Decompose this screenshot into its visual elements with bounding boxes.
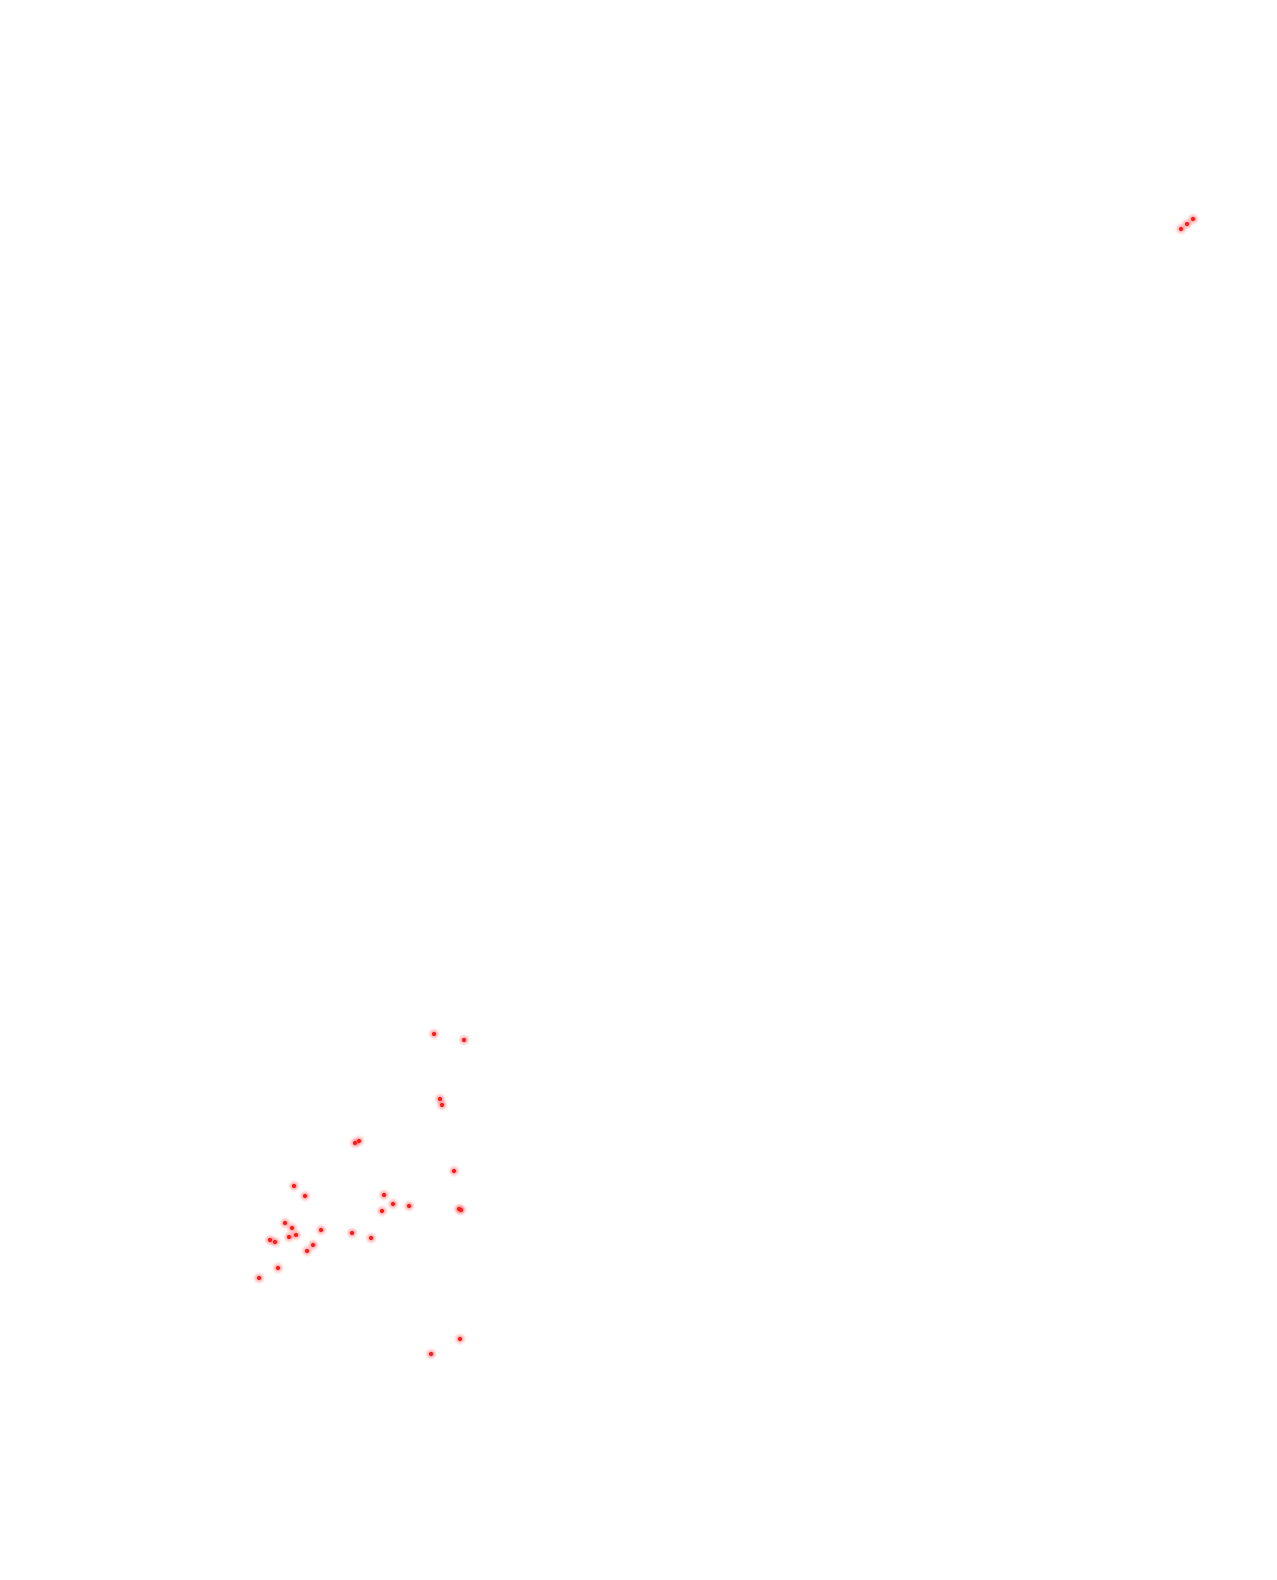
scatter-point-marker	[368, 1235, 374, 1241]
scatter-point-marker	[291, 1183, 297, 1189]
scatter-point	[284, 1232, 294, 1242]
scatter-point-marker	[286, 1234, 292, 1240]
scatter-point-marker	[282, 1220, 288, 1226]
scatter-point-marker	[256, 1275, 262, 1281]
scatter-point	[273, 1263, 283, 1273]
scatter-point	[426, 1349, 436, 1359]
scatter-point-marker	[428, 1351, 434, 1357]
scatter-point	[455, 1334, 465, 1344]
scatter-point	[287, 1223, 297, 1233]
scatter-point	[1188, 214, 1198, 224]
scatter-point	[366, 1233, 376, 1243]
scatter-point	[456, 1205, 466, 1215]
scatter-point-marker	[356, 1138, 362, 1144]
scatter-point-marker	[439, 1102, 445, 1108]
scatter-point	[377, 1206, 387, 1216]
scatter-point-marker	[406, 1203, 412, 1209]
scatter-point-marker	[1184, 221, 1190, 227]
scatter-point	[280, 1218, 290, 1228]
scatter-point	[270, 1237, 280, 1247]
scatter-point-marker	[275, 1265, 281, 1271]
scatter-point	[1176, 224, 1186, 234]
scatter-point	[449, 1166, 459, 1176]
scatter-point-marker	[381, 1192, 387, 1198]
scatter-point	[437, 1100, 447, 1110]
scatter-point-marker	[304, 1248, 310, 1254]
scatter-point	[316, 1225, 326, 1235]
scatter-point-marker	[302, 1193, 308, 1199]
scatter-point	[308, 1240, 318, 1250]
scatter-point-marker	[457, 1336, 463, 1342]
scatter-point-marker	[289, 1225, 295, 1231]
scatter-point	[302, 1246, 312, 1256]
scatter-point-marker	[318, 1227, 324, 1233]
scatter-point-marker	[431, 1031, 437, 1037]
scatter-point-marker	[1178, 226, 1184, 232]
scatter-point	[388, 1199, 398, 1209]
scatter-point-marker	[379, 1208, 385, 1214]
scatter-point	[1182, 219, 1192, 229]
scatter-point	[347, 1228, 357, 1238]
scatter-point	[429, 1029, 439, 1039]
scatter-point	[379, 1190, 389, 1200]
scatter-point-marker	[390, 1201, 396, 1207]
scatter-point-marker	[272, 1239, 278, 1245]
scatter-point-marker	[1190, 216, 1196, 222]
scatter-point-marker	[461, 1037, 467, 1043]
scatter-point	[254, 1273, 264, 1283]
scatter-point	[300, 1191, 310, 1201]
scatter-point	[354, 1136, 364, 1146]
scatter-point-marker	[310, 1242, 316, 1248]
scatter-point	[291, 1230, 301, 1240]
scatter-point-marker	[437, 1096, 443, 1102]
points-layer	[254, 214, 1198, 1359]
scatter-point-marker	[458, 1207, 464, 1213]
scatter-point	[404, 1201, 414, 1211]
scatter-point-marker	[349, 1230, 355, 1236]
scatter-point-marker	[451, 1168, 457, 1174]
scatter-point	[289, 1181, 299, 1191]
scatter-point	[459, 1035, 469, 1045]
scatter-point-marker	[293, 1232, 299, 1238]
